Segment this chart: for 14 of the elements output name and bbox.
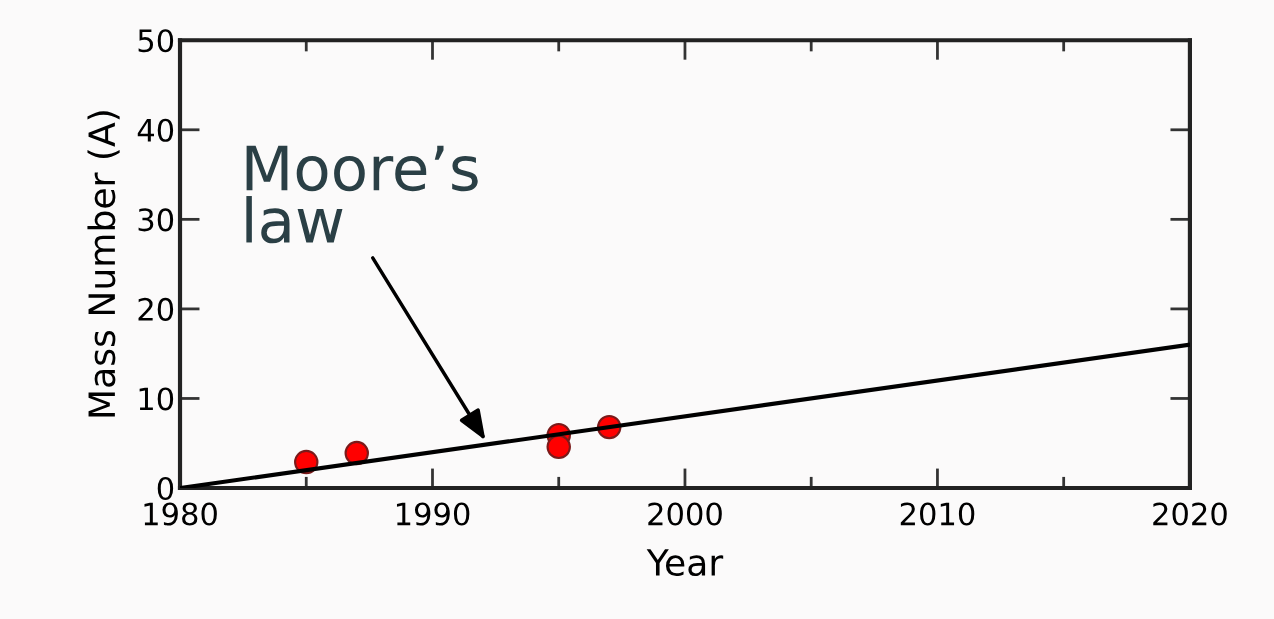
x-tick-label: 1990 [396,502,470,526]
x-tick-label: 1980 [144,502,217,526]
x-tick-label: 2000 [648,502,722,526]
y-tick-label: 0 [157,476,174,501]
y-tick-label: 20 [138,297,174,321]
y-tick-label: 40 [137,118,174,142]
y-tick-label: 10 [139,387,174,411]
y-tick-label: 30 [138,208,174,232]
y-tick-label: 50 [138,29,174,53]
x-tick-label: 2020 [1153,502,1227,526]
x-tick-label: 2010 [900,502,975,526]
x-axis-title: Year [646,549,724,577]
annotation: Moore’s law [246,145,478,244]
y-axis-title: Mass Number (A) [87,111,120,417]
